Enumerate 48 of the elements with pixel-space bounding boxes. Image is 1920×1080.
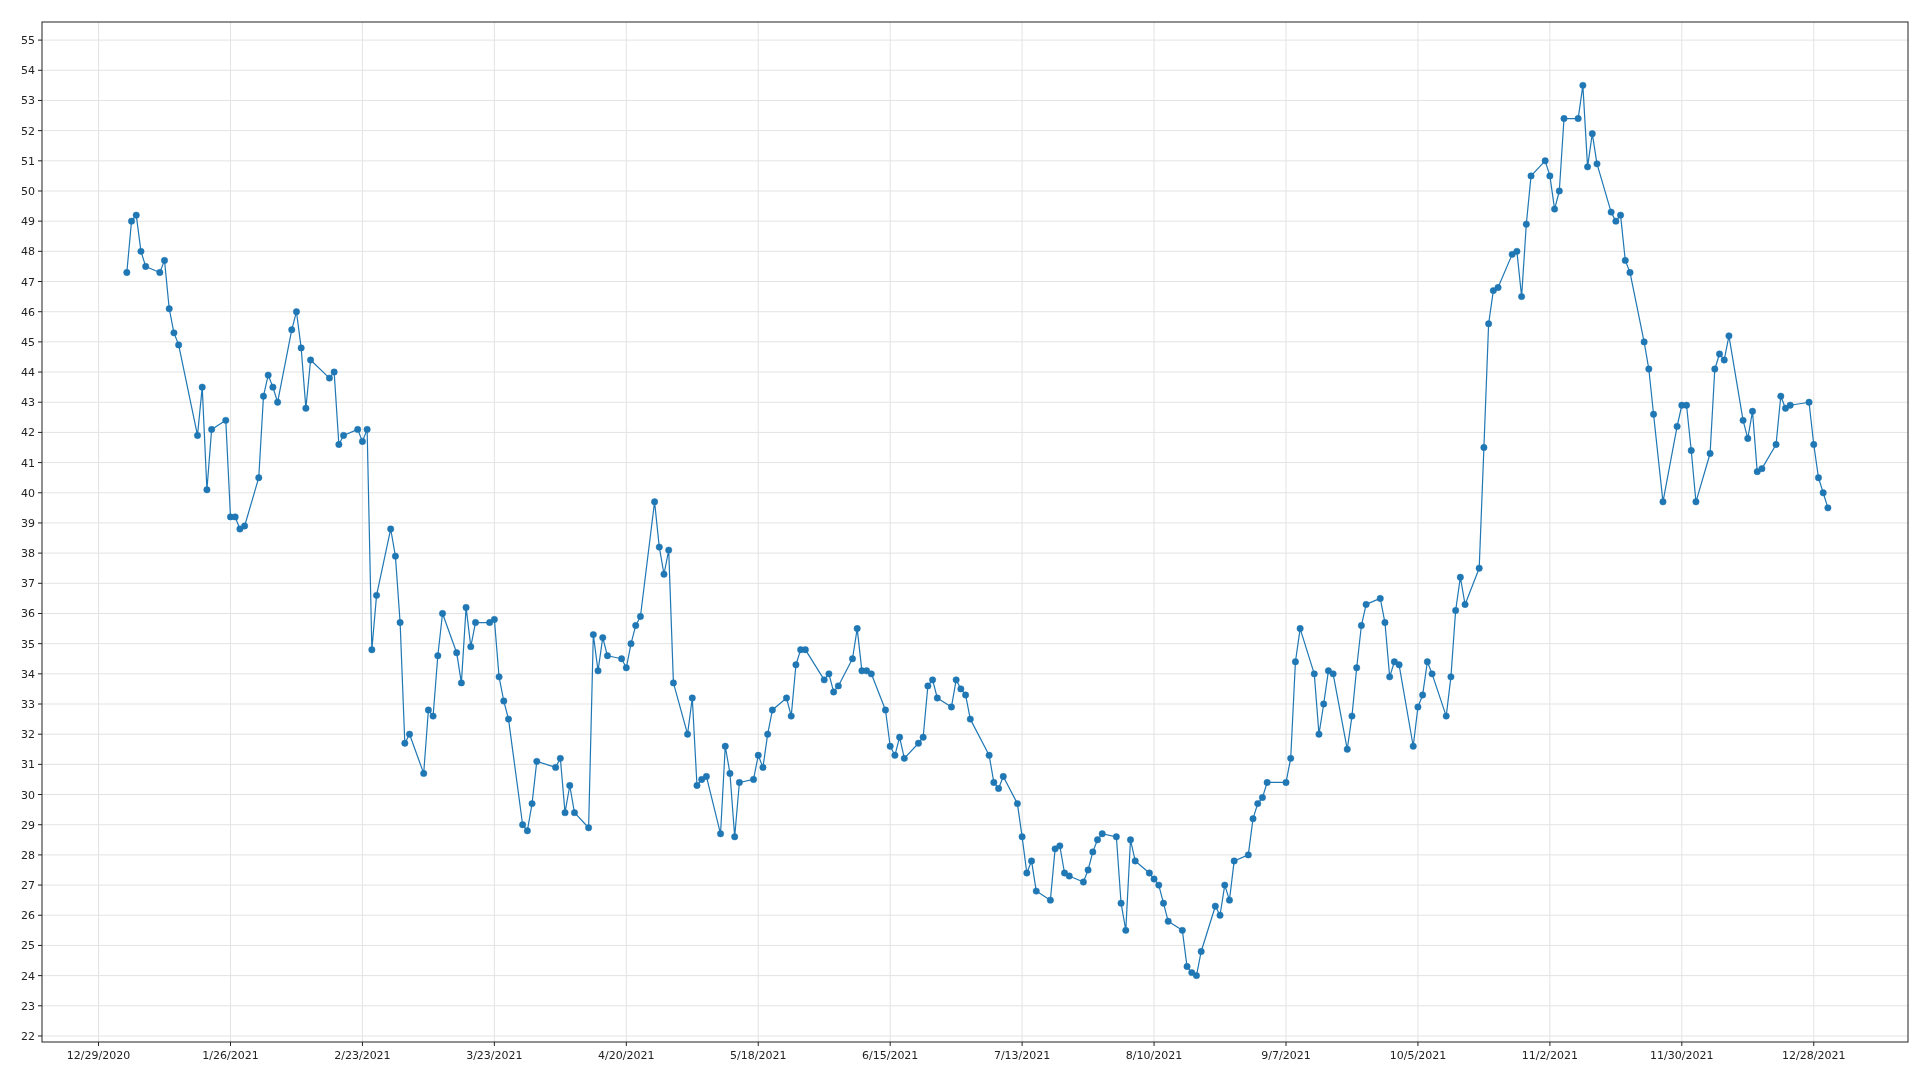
y-tick-label: 37 xyxy=(21,577,35,591)
y-tick-label: 36 xyxy=(21,607,35,621)
y-tick-label: 44 xyxy=(21,366,35,380)
y-tick-label: 22 xyxy=(21,1029,35,1043)
y-tick-label: 23 xyxy=(21,999,35,1013)
y-tick-label: 24 xyxy=(21,969,35,983)
x-tick-label: 9/7/2021 xyxy=(1261,1049,1311,1062)
x-tick-label: 12/28/2021 xyxy=(1782,1049,1846,1062)
x-tick-label: 2/23/2021 xyxy=(334,1049,391,1062)
x-tick-label: 10/5/2021 xyxy=(1389,1049,1447,1062)
y-tick-label: 33 xyxy=(21,698,35,712)
y-tick-label: 34 xyxy=(21,667,35,681)
x-tick-label: 12/29/2020 xyxy=(66,1049,131,1062)
x-tick-label: 5/18/2021 xyxy=(730,1049,787,1062)
y-tick-label: 51 xyxy=(21,154,35,168)
y-tick-label: 38 xyxy=(21,547,35,561)
y-tick-label: 31 xyxy=(21,758,35,772)
y-tick-label: 42 xyxy=(21,426,35,440)
y-tick-label: 32 xyxy=(21,728,35,742)
y-tick-label: 52 xyxy=(21,124,35,138)
x-tick-label: 11/30/2021 xyxy=(1650,1049,1714,1062)
x-tick-label: 3/23/2021 xyxy=(466,1049,523,1062)
y-tick-label: 30 xyxy=(21,788,35,802)
x-tick-label: 1/26/2021 xyxy=(202,1049,259,1062)
y-tick-label: 39 xyxy=(21,516,35,530)
y-tick-label: 26 xyxy=(21,909,35,923)
x-tick-label: 8/10/2021 xyxy=(1125,1049,1183,1062)
y-tick-label: 29 xyxy=(21,818,35,832)
y-tick-label: 49 xyxy=(21,215,35,229)
y-tick-label: 46 xyxy=(21,305,35,319)
y-tick-label: 43 xyxy=(21,396,35,410)
y-tick-label: 50 xyxy=(21,184,35,198)
y-tick-label: 35 xyxy=(21,637,35,651)
x-tick-label: 4/20/2021 xyxy=(598,1049,655,1062)
y-tick-label: 48 xyxy=(21,245,35,259)
y-tick-label: 55 xyxy=(21,34,35,48)
y-tick-label: 40 xyxy=(21,486,35,500)
y-tick-label: 54 xyxy=(21,64,35,78)
y-tick-label: 45 xyxy=(21,335,35,349)
x-tick-label: 11/2/2021 xyxy=(1521,1049,1579,1062)
y-tick-label: 47 xyxy=(21,275,35,289)
x-tick-label: 6/15/2021 xyxy=(861,1049,919,1062)
y-tick-label: 28 xyxy=(21,848,35,862)
x-tick-label: 7/13/2021 xyxy=(993,1049,1051,1062)
y-tick-label: 25 xyxy=(21,939,35,953)
y-tick-label: 53 xyxy=(21,94,35,108)
y-tick-label: 27 xyxy=(21,879,35,893)
y-tick-label: 41 xyxy=(21,456,35,470)
